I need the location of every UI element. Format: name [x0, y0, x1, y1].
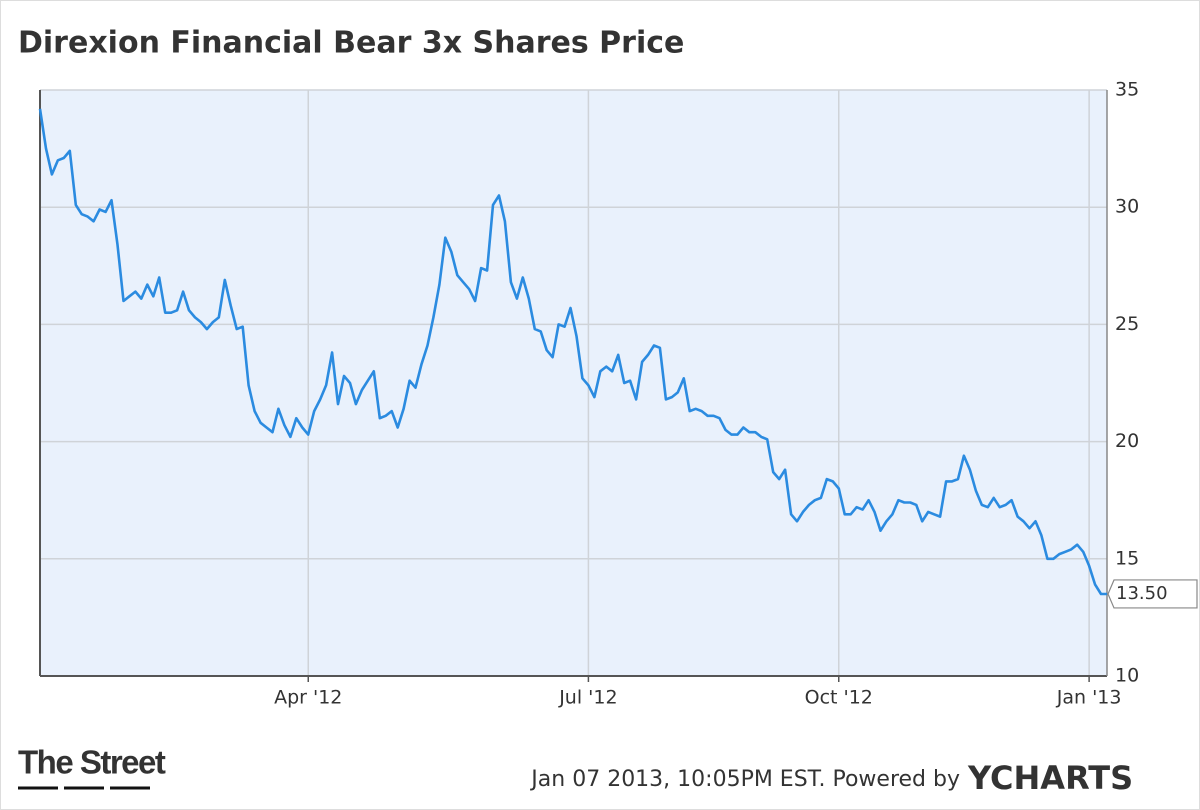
x-tick-label: Jan '13: [1056, 687, 1122, 709]
brand: YCHARTS: [967, 759, 1133, 797]
price-line: [38, 108, 1107, 596]
y-tick-label: 10: [1115, 665, 1139, 687]
x-tick-label: Oct '12: [805, 687, 873, 709]
y-tick-label: 25: [1115, 313, 1139, 335]
plot-area: [40, 90, 1107, 676]
y-tick-label: 20: [1115, 430, 1139, 452]
footer: Jan 07 2013, 10:05PM EST. Powered by: [529, 767, 960, 792]
x-tick-label: Apr '12: [274, 687, 342, 709]
chart-title: Direxion Financial Bear 3x Shares Price: [18, 26, 684, 61]
y-tick-label: 15: [1115, 547, 1139, 569]
last-value-box: [1107, 579, 1198, 609]
x-tick-label: Jul '12: [558, 687, 617, 709]
y-tick-label: 30: [1115, 196, 1139, 218]
last-value-label: 13.50: [1116, 583, 1168, 604]
source-logo: The Street: [18, 744, 166, 781]
y-tick-label: 35: [1115, 79, 1139, 101]
